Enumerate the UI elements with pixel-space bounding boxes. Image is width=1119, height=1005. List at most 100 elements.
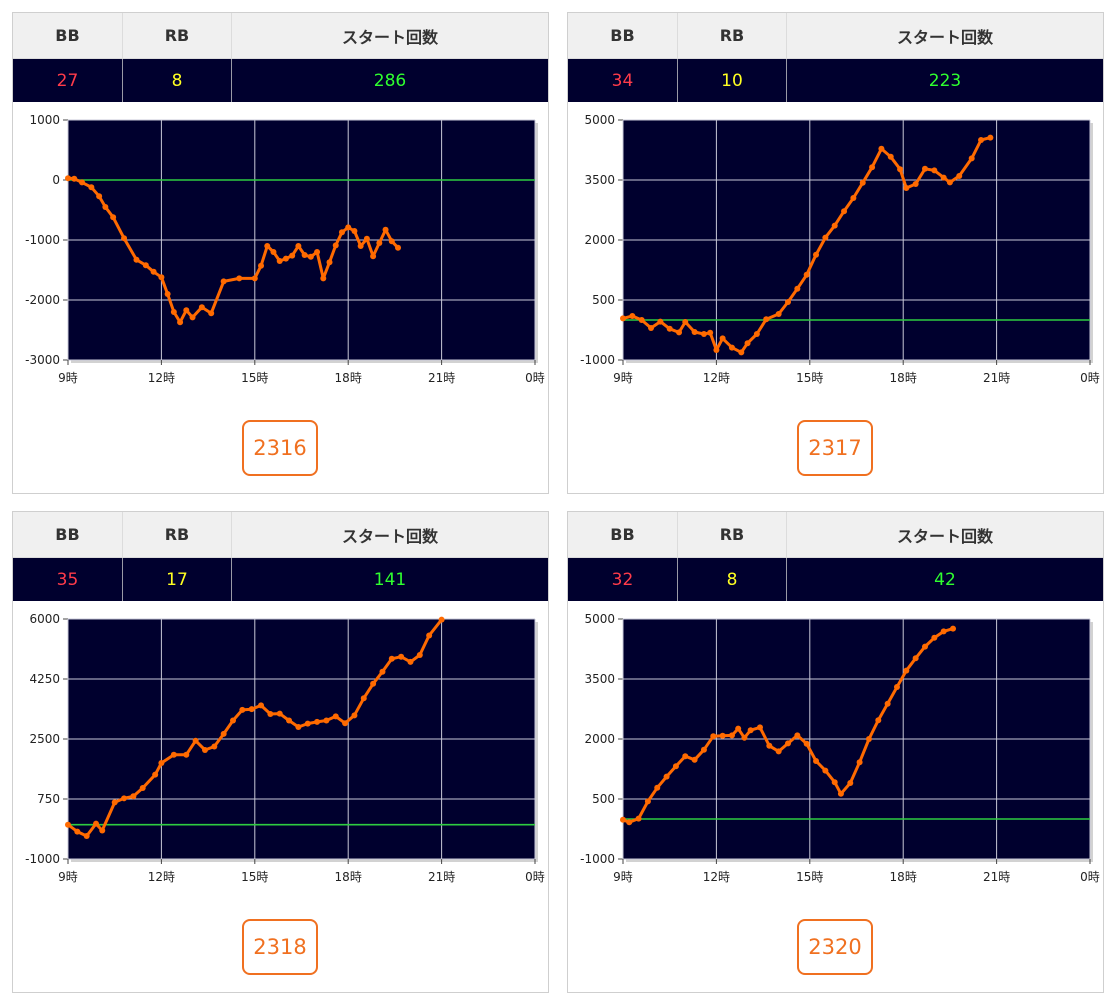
x-tick-label: 21時	[983, 870, 1010, 884]
x-tick-label: 12時	[148, 371, 175, 385]
bb-value: 35	[13, 558, 123, 601]
x-tick-label: 0時	[1080, 371, 1100, 385]
start-count-value: 42	[934, 569, 956, 590]
stats-table: BB RB スタート回数 35 17 141	[13, 512, 548, 601]
start-count-value: 223	[928, 70, 962, 91]
data-point	[831, 222, 838, 229]
data-point	[276, 710, 283, 717]
start-count-value: 141	[373, 569, 407, 590]
data-point	[102, 204, 109, 210]
data-point	[822, 234, 829, 241]
data-point	[654, 784, 661, 791]
x-tick-label: 15時	[241, 371, 268, 385]
machine-number-button[interactable]: 2317	[797, 420, 873, 476]
data-point	[700, 746, 707, 753]
x-tick-label: 12時	[703, 371, 730, 385]
data-point	[357, 243, 364, 249]
data-point	[775, 311, 782, 317]
data-point	[856, 759, 863, 766]
data-point	[682, 753, 689, 760]
machine-number-button[interactable]: 2320	[797, 919, 873, 975]
data-point	[301, 252, 308, 258]
data-point	[110, 214, 117, 221]
rb-header: RB	[678, 13, 787, 58]
start-count-header: スタート回数	[896, 526, 993, 546]
x-tick-label: 18時	[890, 870, 917, 884]
data-point	[887, 153, 894, 160]
x-tick-label: 18時	[335, 371, 362, 385]
y-tick-label: -1000	[580, 852, 615, 866]
data-point	[620, 315, 626, 322]
data-point	[666, 325, 673, 332]
data-point	[323, 717, 330, 724]
start-count-header: スタート回数	[341, 526, 438, 546]
data-point	[747, 727, 754, 734]
data-point	[635, 815, 642, 822]
data-point	[142, 262, 149, 269]
data-point	[307, 253, 314, 260]
data-point	[837, 790, 844, 797]
data-point	[376, 240, 383, 246]
data-point	[719, 732, 726, 739]
stats-table: BB RB スタート回数 34 10 223	[568, 13, 1103, 102]
data-point	[691, 756, 698, 763]
data-point	[342, 720, 349, 727]
y-tick-label: 2000	[584, 732, 615, 746]
data-point	[719, 335, 726, 342]
data-point	[79, 179, 86, 186]
data-point	[320, 275, 327, 282]
machine-number-button[interactable]: 2318	[242, 919, 318, 975]
x-tick-label: 21時	[428, 870, 455, 884]
data-point	[794, 732, 801, 739]
data-point	[99, 827, 106, 834]
data-point	[865, 736, 872, 742]
data-point	[775, 748, 782, 755]
data-point	[332, 242, 339, 249]
data-point	[152, 771, 159, 778]
data-point	[295, 243, 302, 249]
data-point	[407, 658, 414, 665]
rb-header: RB	[678, 512, 787, 557]
chart-card-2320: BB RB スタート回数 32 8 42 5000 3500 2000 500 -100…	[567, 511, 1104, 993]
data-point	[192, 737, 199, 744]
data-point	[831, 779, 838, 786]
data-point	[164, 291, 171, 297]
data-point	[676, 329, 683, 336]
data-point	[398, 653, 405, 660]
machine-number-button[interactable]: 2316	[242, 420, 318, 476]
data-point	[236, 275, 243, 282]
data-point	[65, 175, 71, 182]
data-point	[251, 275, 258, 282]
y-tick-label: -1000	[25, 852, 60, 866]
data-point	[956, 173, 963, 179]
stats-table: BB RB スタート回数 27 8 286	[13, 13, 548, 102]
data-point	[987, 134, 994, 141]
data-point	[96, 193, 103, 200]
data-point	[850, 195, 857, 201]
data-point	[220, 278, 227, 285]
y-tick-label: -3000	[25, 353, 60, 367]
data-point	[841, 208, 848, 215]
data-point	[756, 724, 763, 731]
data-point	[753, 331, 760, 337]
y-tick-label: 3500	[584, 672, 615, 686]
x-tick-label: 21時	[983, 371, 1010, 385]
data-point	[332, 713, 339, 720]
data-point	[968, 155, 975, 162]
y-tick-label: 4250	[29, 672, 60, 686]
data-point	[946, 179, 953, 186]
data-point	[276, 258, 283, 264]
data-point	[370, 680, 377, 687]
data-point	[314, 718, 321, 725]
data-point	[884, 700, 891, 707]
data-point	[940, 174, 947, 181]
data-point	[220, 730, 227, 737]
data-point	[267, 710, 274, 717]
data-point	[978, 137, 985, 143]
data-point	[744, 340, 751, 347]
x-tick-label: 18時	[335, 870, 362, 884]
data-point	[785, 740, 792, 747]
start-count-value: 286	[373, 70, 407, 91]
data-point	[388, 655, 395, 662]
data-point	[93, 820, 100, 827]
